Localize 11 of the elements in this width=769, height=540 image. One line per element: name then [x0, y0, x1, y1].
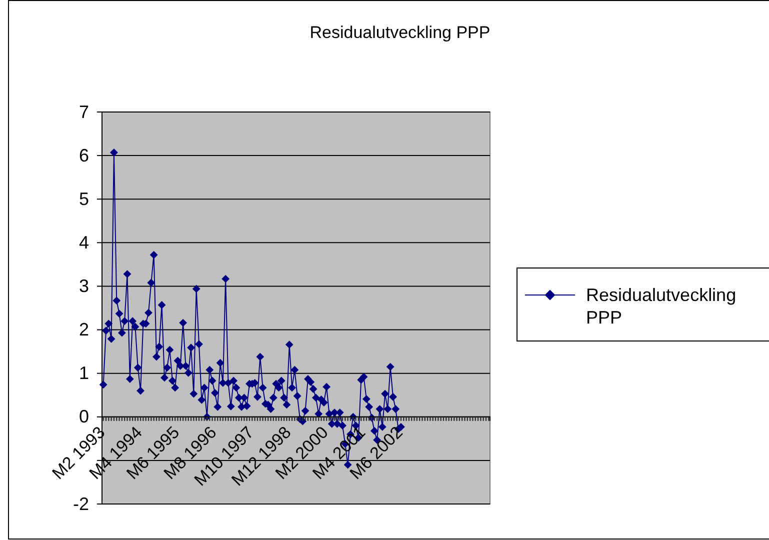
y-tick-label: 7: [78, 102, 89, 122]
y-tick-label: 6: [78, 145, 89, 166]
y-tick-label: -2: [72, 494, 89, 514]
legend-label: Residualutveckling PPP: [586, 285, 736, 328]
y-tick-label: 1: [78, 363, 89, 384]
y-tick-label: 5: [78, 188, 89, 209]
y-tick-label: 2: [78, 320, 89, 340]
y-tick-label: 4: [78, 232, 89, 252]
chart-title: Residualutveckling PPP: [310, 23, 490, 42]
y-tick-label: 0: [78, 406, 89, 427]
y-tick-label: 3: [78, 276, 89, 296]
